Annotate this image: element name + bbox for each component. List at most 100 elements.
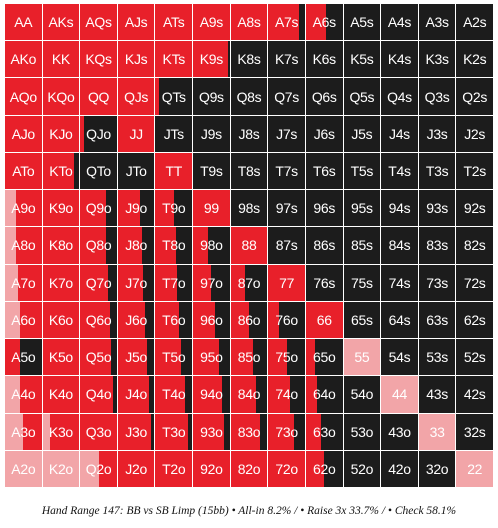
raise-fill [5, 115, 42, 152]
hand-label: Q7o [85, 274, 112, 291]
raise-fill [193, 301, 216, 339]
hand-cell-66: 66 [305, 301, 343, 339]
raise-fill [42, 78, 80, 115]
hand-label: Q4o [85, 386, 112, 403]
hand-cell-J8o: J8o [117, 227, 155, 264]
raise-fill [42, 339, 80, 376]
hand-cell-T6o: T6o [155, 301, 193, 339]
raise-fill [98, 450, 117, 487]
raise-fill [42, 264, 80, 301]
allin-fill [5, 227, 16, 264]
hand-label: 82o [237, 460, 261, 477]
raise-fill [268, 450, 305, 487]
raise-fill [155, 190, 174, 227]
hand-cell-32s: 32s [456, 413, 493, 450]
hand-label: 76s [313, 274, 336, 291]
hand-label: 43o [388, 423, 411, 440]
hand-label: 86s [313, 237, 336, 254]
hand-cell-97s: 97s [268, 190, 305, 227]
hand-cell-62o: 62o [305, 450, 343, 487]
hand-label: 87s [275, 237, 298, 254]
hand-label: 44 [391, 386, 407, 403]
hand-cell-K9s: K9s [193, 41, 230, 78]
raise-fill [42, 376, 80, 413]
hand-cell-74o: 74o [268, 376, 305, 413]
hand-cell-QTo: QTo [80, 152, 117, 190]
hand-label: T6s [313, 163, 336, 180]
raise-fill [268, 413, 294, 450]
hand-cell-52s: 52s [456, 339, 493, 376]
hand-label: Q3s [424, 88, 450, 105]
raise-fill [305, 413, 321, 450]
hand-cell-75s: 75s [343, 264, 381, 301]
hand-cell-Q6o: Q6o [80, 301, 117, 339]
hand-label: T7s [275, 163, 298, 180]
hand-cell-K5s: K5s [343, 41, 381, 78]
hand-label: 54o [350, 386, 374, 403]
hand-label: 73s [426, 274, 448, 291]
hand-label: 95s [350, 200, 373, 217]
hand-label: 33 [429, 423, 445, 440]
raise-fill [5, 152, 42, 190]
hand-cell-65o: 65o [305, 339, 343, 376]
hand-label: ATs [163, 14, 185, 31]
hand-cell-K3s: K3s [418, 41, 456, 78]
hand-label: 65o [312, 349, 336, 366]
hand-label: AJo [11, 125, 36, 142]
raise-fill [230, 413, 260, 450]
hand-cell-73o: 73o [268, 413, 305, 450]
hand-cell-TT: TT [155, 152, 193, 190]
hand-label: 87o [237, 274, 261, 291]
raise-fill [117, 4, 155, 41]
hand-label: A7s [274, 14, 299, 31]
raise-fill [268, 339, 287, 376]
hand-label: J2o [125, 460, 147, 477]
hand-cell-A5s: A5s [343, 4, 381, 41]
hand-cell-K4o: K4o [42, 376, 80, 413]
hand-label: 63s [426, 311, 448, 328]
hand-cell-Q5o: Q5o [80, 339, 117, 376]
hand-label: J6o [125, 311, 147, 328]
raise-fill [42, 190, 80, 227]
hand-cell-96s: 96s [305, 190, 343, 227]
hand-label: A3s [425, 14, 449, 31]
hand-label: 97s [275, 200, 298, 217]
hand-cell-KJs: KJs [117, 41, 155, 78]
hand-cell-83o: 83o [230, 413, 268, 450]
hand-label: 94s [388, 200, 411, 217]
hand-label: K9o [48, 200, 73, 217]
hand-cell-92s: 92s [456, 190, 493, 227]
hand-label: 62s [463, 311, 486, 328]
hand-cell-J6s: J6s [305, 115, 343, 152]
hand-label: A3o [11, 423, 36, 440]
raise-fill [268, 4, 300, 41]
hand-label: J4s [389, 125, 410, 142]
raise-fill [15, 227, 42, 264]
hand-label: K2o [48, 460, 73, 477]
hand-label: 93s [426, 200, 448, 217]
hand-label: K5s [350, 51, 374, 68]
hand-cell-Q8s: Q8s [230, 78, 268, 115]
hand-cell-T8s: T8s [230, 152, 268, 190]
hand-cell-99: 99 [193, 190, 230, 227]
hand-cell-A7s: A7s [268, 4, 305, 41]
hand-label: K6o [48, 311, 73, 328]
raise-fill [42, 4, 80, 41]
hand-cell-93s: 93s [418, 190, 456, 227]
hand-label: 42o [388, 460, 411, 477]
hand-label: J5s [351, 125, 373, 142]
hand-label: AQs [85, 14, 112, 31]
hand-label: 96s [313, 200, 336, 217]
hand-label: 85s [350, 237, 373, 254]
hand-label: 73o [275, 423, 298, 440]
hand-label: Q9s [198, 88, 224, 105]
raise-fill [230, 264, 246, 301]
allin-fill [418, 413, 456, 450]
hand-cell-96o: 96o [193, 301, 230, 339]
raise-fill [230, 450, 268, 487]
hand-label: J2s [464, 125, 486, 142]
hand-cell-T5o: T5o [155, 339, 193, 376]
hand-label: 85o [237, 349, 261, 366]
hand-cell-95o: 95o [193, 339, 230, 376]
hand-cell-72s: 72s [456, 264, 493, 301]
